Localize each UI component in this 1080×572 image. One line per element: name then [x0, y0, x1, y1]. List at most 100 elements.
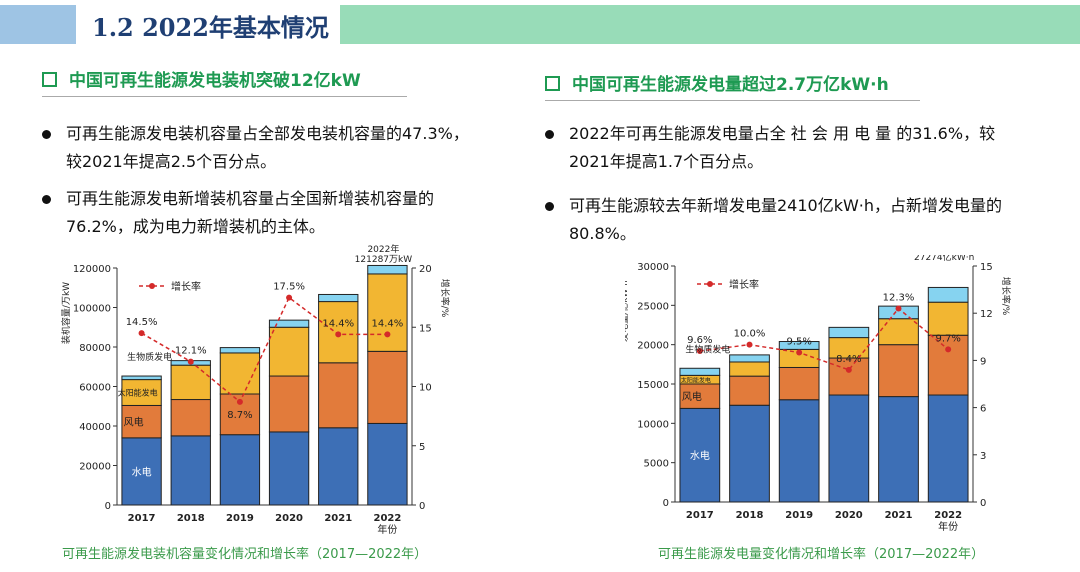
- bar-hydro: [318, 427, 359, 506]
- growth-line: [699, 307, 949, 371]
- y-axis-label: 装机容量/万kW: [60, 282, 72, 344]
- growth-label: 9.6%: [687, 335, 712, 346]
- bar-biomass: [729, 354, 770, 363]
- y2-tick-label: 0: [419, 501, 425, 512]
- x-axis-label: 年份: [938, 520, 958, 533]
- label-solar: 太阳能发电: [118, 388, 158, 398]
- y2-tick-label: 12: [980, 309, 993, 320]
- y-tick-label: 20000: [637, 341, 669, 352]
- growth-label: 9.7%: [935, 333, 960, 344]
- bar-solar: [878, 318, 919, 346]
- bar-wind: [878, 344, 919, 398]
- bar-hydro: [679, 407, 721, 503]
- x-tick-label: 2019: [785, 510, 813, 521]
- generation-chart: 0 5000 10000 15000 20000 25000 30000 0 3 6 9 12 15 发电…: [625, 255, 1012, 533]
- growth-point: [796, 349, 803, 356]
- bar-wind: [778, 366, 820, 401]
- x-tick-label: 2020: [275, 513, 303, 524]
- y2-tick-label: 10: [419, 383, 432, 394]
- growth-label: 8.4%: [836, 354, 861, 365]
- y-tick-label: 0: [105, 501, 111, 512]
- bar-biomass: [121, 375, 162, 381]
- bar-wind: [318, 362, 359, 429]
- y-tick-label: 40000: [79, 422, 111, 433]
- y-tick-label: 10000: [637, 419, 669, 430]
- growth-point: [746, 341, 753, 348]
- y2-tick-label: 9: [980, 356, 986, 367]
- checkbox-icon: [545, 76, 560, 91]
- legend-marker: [707, 281, 713, 287]
- right-subtitle-text: 中国可再生能源发电量超过2.7万亿kW·h: [572, 75, 889, 95]
- growth-label: 17.5%: [273, 282, 305, 293]
- growth-label: 14.4%: [372, 318, 404, 329]
- x-tick-label: 2021: [324, 513, 352, 524]
- label-wind: 风电: [124, 416, 144, 429]
- x-tick-label: 2022: [373, 513, 401, 524]
- y-tick-label: 80000: [79, 343, 111, 354]
- total-annotation-year: 2022年: [367, 243, 399, 255]
- bar-biomass: [219, 347, 261, 354]
- bar-biomass: [927, 286, 969, 303]
- bar-wind: [367, 350, 408, 424]
- growth-point: [696, 347, 703, 354]
- y-tick-label: 15000: [637, 380, 669, 391]
- y2-tick-label: 3: [980, 451, 986, 462]
- bar-biomass: [778, 341, 820, 350]
- x-axis-label: 年份: [377, 523, 397, 536]
- bar-biomass: [268, 319, 310, 328]
- header-bar-right: [340, 5, 1080, 44]
- bar-hydro: [121, 437, 162, 506]
- bar-hydro: [878, 396, 919, 503]
- bar-wind: [927, 334, 969, 396]
- y-tick-label: 30000: [637, 262, 669, 273]
- y2-tick-label: 0: [980, 498, 986, 509]
- label-biomass: 生物质发电: [685, 343, 730, 355]
- growth-label: 12.1%: [175, 346, 207, 357]
- y2-tick-label: 15: [419, 323, 432, 334]
- x-tick-label: 2021: [885, 510, 913, 521]
- y-tick-label: 120000: [73, 264, 111, 275]
- growth-label: 10.0%: [734, 329, 766, 340]
- bar-hydro: [219, 434, 261, 506]
- y-tick-label: 60000: [79, 383, 111, 394]
- y2-tick-label: 15: [980, 262, 993, 273]
- growth-point: [945, 346, 952, 353]
- y-axis-label: 发电量/亿kW·h: [625, 280, 630, 342]
- growth-label: 8.7%: [227, 410, 252, 421]
- bar-wind: [729, 375, 770, 406]
- bar-solar: [121, 379, 162, 406]
- label-hydro: 水电: [690, 449, 710, 462]
- divider: [42, 96, 407, 97]
- bar-solar: [729, 361, 770, 377]
- growth-point: [286, 294, 293, 301]
- bar-biomass: [367, 264, 408, 275]
- page-title: 1.2 2022年基本情况: [92, 13, 329, 42]
- left-caption: 可再生能源发电装机容量变化情况和增长率（2017—2022年）: [62, 547, 428, 562]
- y2-tick-label: 20: [419, 264, 432, 275]
- x-tick-label: 2022: [934, 510, 962, 521]
- x-tick-label: 2018: [177, 513, 205, 524]
- bar-wind: [828, 357, 870, 396]
- right-bullet-1: 2022年可再生能源发电量占全 社 会 用 电 量 的31.6%，较2021年提…: [543, 120, 1029, 176]
- x-tick-label: 2020: [835, 510, 863, 521]
- growth-point: [236, 398, 243, 405]
- right-subtitle: 中国可再生能源发电量超过2.7万亿kW·h: [545, 70, 889, 95]
- growth-point: [138, 330, 145, 337]
- bar-hydro: [367, 422, 408, 506]
- x-tick-label: 2017: [128, 513, 156, 524]
- y2-tick-label: 5: [419, 442, 425, 453]
- bar-wind: [170, 399, 211, 437]
- left-subtitle-text: 中国可再生能源发电装机突破12亿kW: [69, 71, 361, 91]
- bar-biomass: [828, 326, 870, 339]
- capacity-chart: 0 20000 40000 60000 80000 100000 120000 0 5 10 15 2…: [60, 243, 451, 536]
- total-annotation-value: 27274亿kW·h: [914, 255, 974, 263]
- bar-hydro: [927, 394, 969, 503]
- bar-wind: [268, 375, 310, 433]
- y-tick-label: 100000: [73, 304, 111, 315]
- growth-label: 14.5%: [126, 317, 158, 328]
- total-annotation-value: 121287万kW: [355, 255, 413, 265]
- left-subtitle: 中国可再生能源发电装机突破12亿kW: [42, 66, 361, 91]
- legend-marker: [149, 283, 155, 289]
- y2-axis-label: 增长率/%: [439, 279, 451, 318]
- growth-line: [141, 296, 388, 404]
